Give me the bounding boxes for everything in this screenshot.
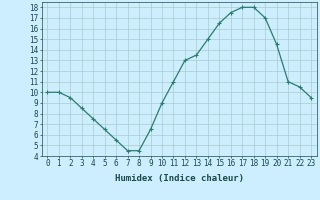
X-axis label: Humidex (Indice chaleur): Humidex (Indice chaleur) [115, 174, 244, 183]
